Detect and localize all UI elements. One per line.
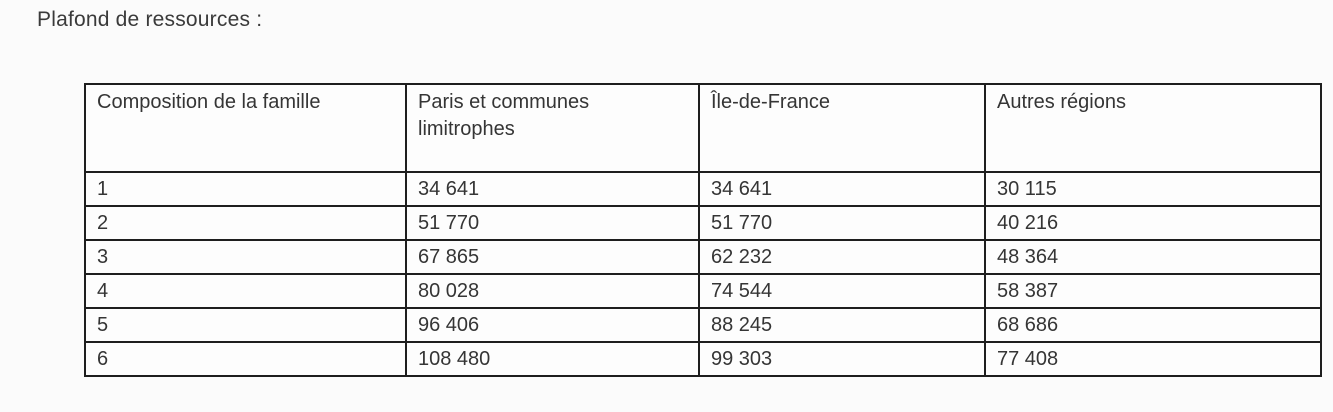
cell-family-size: 2: [84, 205, 407, 241]
column-header-autres-regions: Autres régions: [984, 83, 1322, 173]
cell-family-size: 5: [84, 307, 407, 343]
cell-family-size: 1: [84, 171, 407, 207]
cell-idf-value: 51 770: [698, 205, 986, 241]
cell-family-size: 4: [84, 273, 407, 309]
table-header-row: Composition de la famille Paris et commu…: [84, 83, 1322, 173]
cell-autres-value: 58 387: [984, 273, 1322, 309]
cell-paris-value: 80 028: [405, 273, 700, 309]
cell-autres-value: 77 408: [984, 341, 1322, 377]
page-title: Plafond de ressources :: [37, 8, 263, 31]
cell-autres-value: 30 115: [984, 171, 1322, 207]
cell-paris-value: 51 770: [405, 205, 700, 241]
cell-family-size: 6: [84, 341, 407, 377]
cell-paris-value: 34 641: [405, 171, 700, 207]
cell-autres-value: 68 686: [984, 307, 1322, 343]
table-row: 2 51 770 51 770 40 216: [84, 205, 1322, 241]
column-header-paris-communes: Paris et communes limitrophes: [405, 83, 700, 173]
cell-idf-value: 88 245: [698, 307, 986, 343]
table-row: 6 108 480 99 303 77 408: [84, 341, 1322, 377]
cell-idf-value: 74 544: [698, 273, 986, 309]
column-header-ile-de-france: Île-de-France: [698, 83, 986, 173]
cell-idf-value: 34 641: [698, 171, 986, 207]
cell-paris-value: 67 865: [405, 239, 700, 275]
cell-paris-value: 96 406: [405, 307, 700, 343]
table-row: 1 34 641 34 641 30 115: [84, 171, 1322, 207]
table-row: 3 67 865 62 232 48 364: [84, 239, 1322, 275]
column-header-family-composition: Composition de la famille: [84, 83, 407, 173]
cell-idf-value: 62 232: [698, 239, 986, 275]
cell-autres-value: 40 216: [984, 205, 1322, 241]
table-row: 4 80 028 74 544 58 387: [84, 273, 1322, 309]
resource-ceiling-table: Composition de la famille Paris et commu…: [84, 83, 1322, 377]
cell-family-size: 3: [84, 239, 407, 275]
table-row: 5 96 406 88 245 68 686: [84, 307, 1322, 343]
cell-autres-value: 48 364: [984, 239, 1322, 275]
cell-paris-value: 108 480: [405, 341, 700, 377]
cell-idf-value: 99 303: [698, 341, 986, 377]
